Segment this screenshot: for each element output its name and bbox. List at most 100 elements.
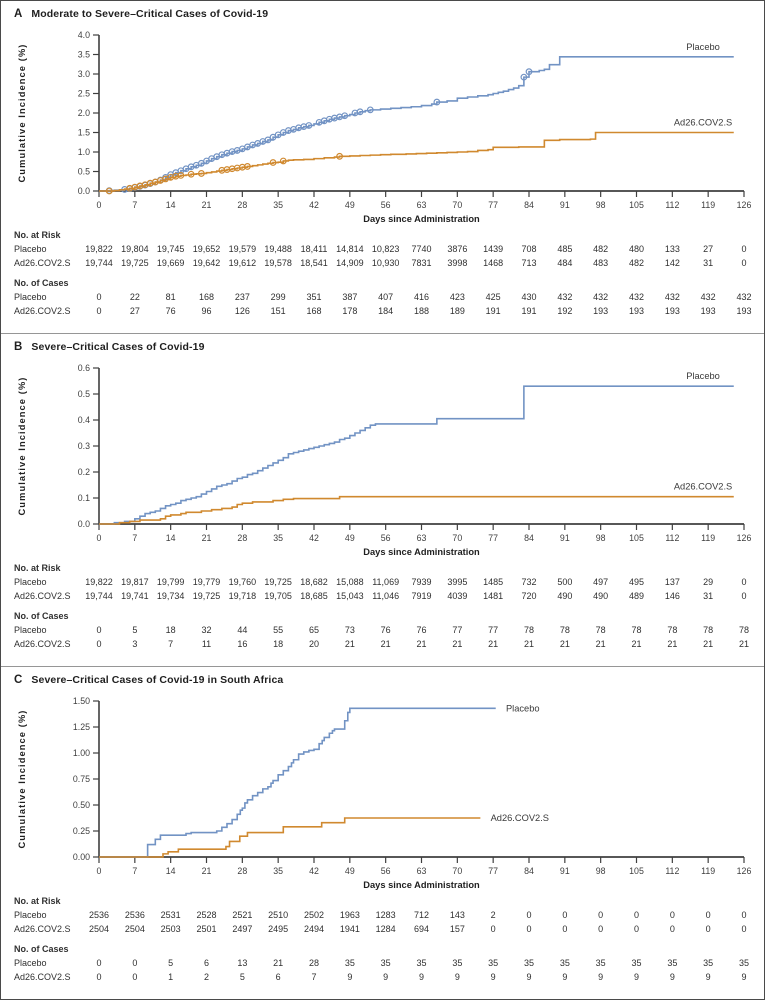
table-cell: 480 — [628, 244, 645, 254]
table-cell: 78 — [738, 625, 749, 635]
table-row-label: Placebo — [14, 625, 47, 635]
table-cell: 0 — [96, 958, 102, 968]
table-row-label: Placebo — [14, 577, 47, 587]
table-group: No. of Cases Placebo 0 22 81 168 237 299 351 387 4… — [1, 277, 764, 318]
table-cell: 0 — [132, 958, 138, 968]
y-axis-title: Cumulative Incidence (%) — [17, 376, 27, 515]
table-cell: 14,909 — [336, 258, 364, 268]
panel-a-letter: A — [14, 8, 23, 20]
table-cell: 6 — [203, 958, 209, 968]
table-cell: 0 — [526, 924, 532, 934]
x-tick-label: 84 — [524, 200, 534, 210]
table-cell: 0 — [669, 910, 675, 920]
table-cell: 11,069 — [372, 577, 400, 587]
y-tick-label: 1.00 — [73, 748, 90, 758]
table-cell: 13 — [237, 958, 248, 968]
table-cell: 2502 — [303, 910, 325, 920]
table-header: No. at Risk — [14, 896, 61, 906]
x-tick-label: 35 — [273, 533, 283, 543]
censor-marker — [356, 108, 364, 116]
table-cell: 19,612 — [228, 258, 257, 268]
table-cell: 0 — [96, 292, 102, 302]
table-cell: 76 — [416, 625, 427, 635]
x-tick-label: 7 — [132, 200, 137, 210]
table-cell: 151 — [270, 306, 286, 316]
table-cell: 193 — [628, 306, 645, 316]
table-cell: 0 — [562, 910, 568, 920]
table-row-label: Ad26.COV2.S — [14, 639, 71, 649]
table-cell: 7919 — [411, 591, 432, 601]
y-tick-label: 0.25 — [73, 826, 90, 836]
table-cell: 35 — [631, 958, 642, 968]
table-cell: 168 — [198, 292, 215, 302]
series-path-ad26-cov2-s — [99, 131, 734, 192]
table-cell: 22 — [129, 292, 140, 302]
table-cell: 146 — [664, 591, 680, 601]
censor-marker — [105, 187, 113, 195]
table-cell: 78 — [631, 625, 642, 635]
table-cell: 44 — [237, 625, 248, 635]
x-tick-label: 21 — [202, 533, 212, 543]
table-cell: 21 — [631, 639, 642, 649]
table-cell: 19,642 — [192, 258, 221, 268]
table-cell: 237 — [234, 292, 250, 302]
x-tick-label: 77 — [488, 533, 498, 543]
table-cell: 732 — [521, 577, 537, 587]
table-cell: 10,930 — [371, 258, 400, 268]
table-cell: 712 — [413, 910, 430, 920]
y-tick-label: 2.0 — [78, 108, 90, 118]
censor-marker — [520, 73, 528, 81]
series-path-placebo — [99, 385, 734, 525]
table-cell: 4039 — [447, 591, 468, 601]
x-tick-label: 70 — [452, 866, 462, 876]
table-cell: 9 — [454, 972, 460, 982]
series-label: Ad26.COV2.S — [674, 118, 732, 128]
table-cell: 0 — [96, 972, 102, 982]
series-label: Ad26.COV2.S — [491, 813, 549, 823]
table-cell: 9 — [633, 972, 639, 982]
table-cell: 708 — [521, 244, 537, 254]
table-cell: 19,741 — [121, 591, 149, 601]
table-cell: 19,744 — [85, 258, 113, 268]
table-row-label: Ad26.COV2.S — [14, 972, 71, 982]
table-cell: 0 — [633, 910, 639, 920]
x-tick-label: 28 — [237, 533, 247, 543]
table-cell: 10,823 — [371, 244, 400, 254]
table-cell: 21 — [273, 958, 284, 968]
table-cell: 21 — [559, 639, 570, 649]
table-row-label: Placebo — [14, 244, 47, 254]
panel-a-title: Moderate to Severe–Critical Cases of Cov… — [31, 8, 269, 20]
table-cell: 76 — [380, 625, 391, 635]
table-cell: 78 — [523, 625, 534, 635]
y-tick-label: 0.0 — [78, 519, 90, 529]
table-cell: 35 — [703, 958, 714, 968]
table-cell: 35 — [559, 958, 570, 968]
table-cell: 65 — [308, 625, 319, 635]
table-cell: 2510 — [268, 910, 289, 920]
table-row: Placebo 0 5 18 32 44 55 65 73 76 76 77 77 78 78 78 78 78 7… — [1, 623, 764, 637]
table-cell: 9 — [347, 972, 353, 982]
table-cell: 0 — [741, 258, 747, 268]
table-cell: 19,734 — [156, 591, 185, 601]
table-cell: 0 — [96, 625, 102, 635]
x-tick-label: 14 — [166, 533, 176, 543]
table-row: Ad26.COV2.S 0 3 7 11 16 18 20 21 21 21 21 21 21 21 21 21… — [1, 637, 764, 651]
table-cell: 191 — [521, 306, 537, 316]
table-cell: 21 — [738, 639, 749, 649]
x-tick-label: 98 — [596, 866, 606, 876]
table-cell: 189 — [449, 306, 465, 316]
panel-b-tables: No. at Risk Placebo 19,822 19,817 19,799 19,7… — [1, 562, 764, 651]
x-tick-label: 84 — [524, 533, 534, 543]
table-cell: 126 — [234, 306, 250, 316]
table-cell: 19,725 — [192, 591, 221, 601]
table-cell: 407 — [378, 292, 394, 302]
table-header: No. of Cases — [14, 278, 69, 288]
table-cell: 1485 — [483, 577, 504, 587]
table-cell: 0 — [562, 924, 568, 934]
table-cell: 432 — [593, 292, 609, 302]
table-row-label: Ad26.COV2.S — [14, 258, 71, 268]
table-cell: 0 — [598, 910, 604, 920]
x-tick-label: 21 — [202, 866, 212, 876]
x-tick-label: 63 — [417, 533, 427, 543]
table-cell: 0 — [705, 910, 711, 920]
